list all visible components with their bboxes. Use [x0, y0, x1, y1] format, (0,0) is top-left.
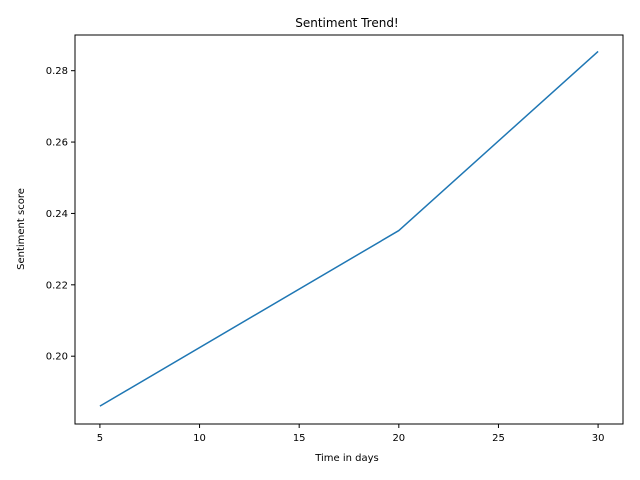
- y-axis-ticks: 0.20 0.22 0.24 0.26 0.28: [46, 66, 75, 363]
- x-tick-label: 5: [97, 433, 103, 444]
- x-axis-ticks: 5 10 15 20 25 30: [97, 424, 605, 444]
- y-tick-label: 0.20: [46, 352, 68, 363]
- y-axis-label: Sentiment score: [16, 188, 27, 270]
- chart-title: Sentiment Trend!: [295, 16, 399, 30]
- x-tick-label: 25: [492, 433, 505, 444]
- x-axis-label: Time in days: [314, 453, 379, 464]
- series-line-0: [99, 50, 599, 407]
- y-tick-label: 0.28: [46, 66, 68, 77]
- x-tick-label: 10: [193, 433, 206, 444]
- x-tick-label: 30: [592, 433, 605, 444]
- plot-area: 5 10 15 20 25 30 0.20 0.22 0.24 0.26 0.28: [46, 34, 624, 444]
- y-tick-label: 0.26: [46, 138, 68, 149]
- x-tick-label: 15: [293, 433, 306, 444]
- axes-frame: [74, 34, 624, 425]
- y-tick-label: 0.24: [46, 209, 68, 220]
- x-tick-label: 20: [392, 433, 405, 444]
- series-layer: [99, 50, 599, 407]
- y-tick-label: 0.22: [46, 280, 68, 291]
